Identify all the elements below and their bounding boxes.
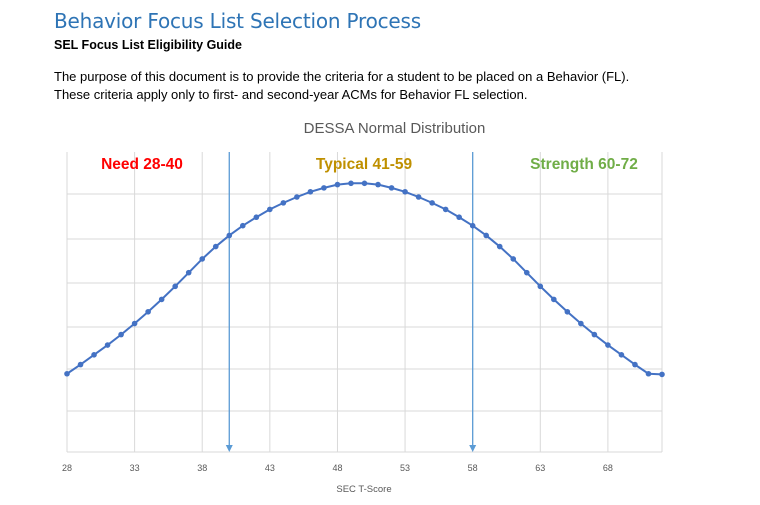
x-axis-label: SEC T-Score: [336, 484, 391, 495]
data-point-56: [442, 206, 449, 213]
data-point-31: [104, 342, 111, 348]
data-point-55: [429, 200, 435, 206]
data-point-59: [483, 232, 490, 239]
data-point-37: [185, 269, 192, 276]
band-label-2: Typical 41-59: [316, 156, 413, 173]
data-point-67: [591, 331, 598, 338]
data-point-32: [118, 331, 124, 338]
data-point-40: [226, 232, 233, 239]
chart-title: DESSA Normal Distribution: [304, 120, 486, 137]
x-tick-label-63: 63: [535, 463, 545, 473]
data-point-49: [348, 180, 354, 187]
data-point-61: [510, 256, 517, 262]
data-point-41: [239, 222, 246, 229]
x-tick-label-48: 48: [332, 463, 342, 473]
data-point-48: [334, 181, 341, 188]
data-point-38: [199, 256, 206, 262]
data-point-33: [131, 320, 138, 327]
data-point-29: [77, 361, 84, 368]
data-point-68: [605, 342, 611, 348]
data-point-52: [388, 185, 395, 191]
data-point-44: [280, 200, 287, 206]
data-point-43: [267, 206, 273, 213]
data-point-34: [145, 308, 151, 315]
data-point-42: [253, 214, 260, 221]
data-point-69: [618, 352, 625, 358]
band-label-1: Need 28-40: [101, 156, 183, 173]
threshold-arrow-58: [469, 445, 477, 452]
data-point-35: [158, 296, 165, 303]
paragraph-line-1: The purpose of this document is to provi…: [54, 69, 630, 84]
data-point-72: [659, 371, 665, 378]
data-point-62: [523, 269, 530, 276]
data-point-39: [212, 243, 219, 250]
data-point-36: [172, 283, 178, 290]
data-point-63: [537, 283, 544, 290]
x-tick-label-33: 33: [130, 463, 140, 473]
series-line-0: [66, 182, 663, 376]
data-point-54: [415, 194, 422, 200]
data-point-45: [294, 194, 300, 200]
x-tick-label-68: 68: [603, 463, 613, 473]
purpose-paragraph: The purpose of this document is to provi…: [54, 68, 744, 104]
data-point-57: [456, 214, 462, 221]
data-point-46: [307, 188, 314, 195]
data-point-70: [632, 361, 638, 368]
band-label-3: Strength 60-72: [530, 156, 638, 173]
data-point-58: [469, 222, 476, 229]
x-tick-label-28: 28: [62, 463, 72, 473]
x-tick-label-53: 53: [400, 463, 410, 473]
x-tick-label-58: 58: [468, 463, 478, 473]
data-point-50: [361, 180, 368, 187]
data-point-47: [321, 185, 327, 191]
paragraph-line-2: These criteria apply only to first- and …: [54, 87, 528, 102]
threshold-arrow-40: [225, 445, 233, 452]
data-point-28: [64, 370, 70, 377]
document-subtitle: SEL Focus List Eligibility Guide: [54, 38, 242, 52]
document-title: Behavior Focus List Selection Process: [54, 9, 421, 33]
data-point-64: [551, 296, 557, 303]
data-point-51: [375, 181, 381, 188]
data-point-53: [402, 188, 408, 195]
x-tick-label-38: 38: [197, 463, 207, 473]
data-point-71: [645, 370, 652, 377]
x-tick-label-43: 43: [265, 463, 275, 473]
data-point-65: [564, 308, 571, 315]
data-point-66: [578, 320, 584, 327]
data-point-60: [496, 243, 503, 250]
data-point-30: [91, 352, 97, 358]
